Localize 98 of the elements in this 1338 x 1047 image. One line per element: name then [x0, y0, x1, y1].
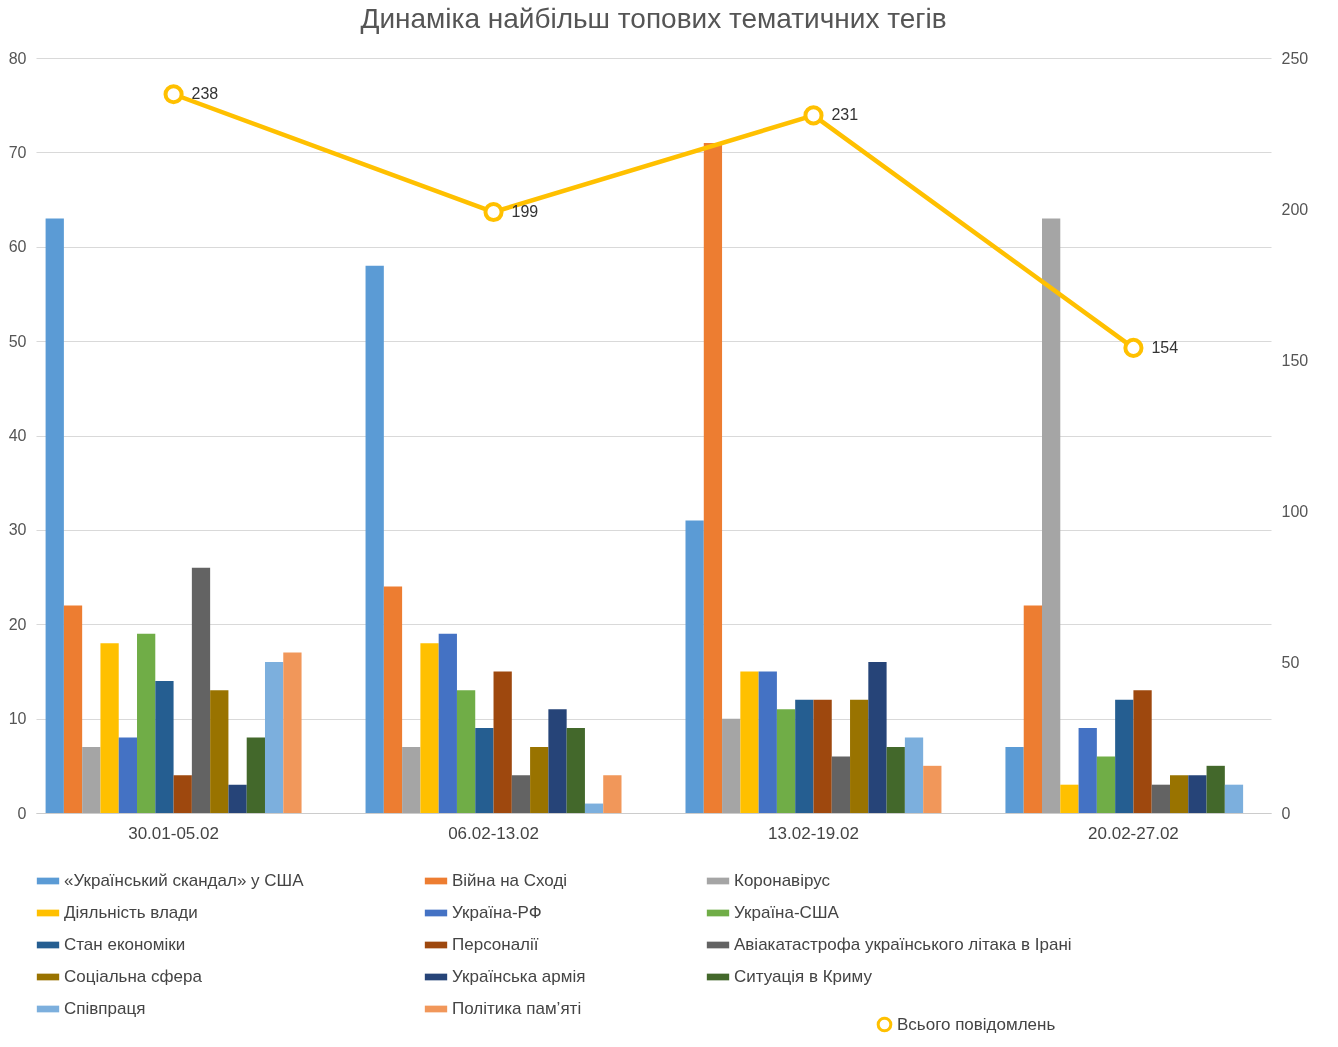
- bar: [283, 652, 302, 813]
- bar: [1096, 756, 1116, 813]
- bar: [456, 690, 476, 813]
- data-label: 199: [511, 203, 539, 221]
- y-tick-label: 60: [8, 238, 27, 256]
- bar: [850, 699, 869, 813]
- bar: [228, 784, 247, 813]
- y2-tick-label: 250: [1281, 49, 1309, 67]
- bar: [740, 671, 759, 813]
- legend-label: Соціальна сфера: [64, 967, 203, 986]
- bar: [566, 728, 585, 813]
- y2-tick-label: 0: [1281, 804, 1291, 822]
- bar: [776, 709, 796, 813]
- y-tick-label: 50: [8, 332, 27, 350]
- point: [483, 201, 504, 223]
- bar: [1042, 218, 1061, 813]
- bar: [264, 662, 284, 813]
- bar: [1224, 784, 1244, 813]
- legend-label: Діяльність влади: [64, 903, 198, 922]
- y-tick-label: 70: [8, 143, 27, 161]
- y2-tick-label: 200: [1281, 200, 1309, 218]
- legend-label: Всього повідомлень: [897, 1014, 1056, 1034]
- bar: [603, 775, 622, 813]
- y-tick-label: 30: [8, 521, 27, 539]
- bar: [584, 803, 604, 813]
- bar: [1151, 784, 1170, 813]
- y-tick-label: 80: [8, 49, 27, 67]
- y2-tick-label: 50: [1281, 653, 1300, 671]
- bar: [383, 586, 403, 813]
- data-label: 154: [1151, 338, 1179, 356]
- bar: [722, 718, 741, 813]
- bar: [1188, 775, 1207, 813]
- bar: [685, 520, 704, 813]
- bar: [758, 671, 777, 813]
- bar: [1133, 690, 1152, 813]
- point: [1123, 337, 1144, 358]
- bar: [137, 633, 156, 813]
- legend-label: Ситуація в Криму: [734, 967, 873, 986]
- bar: [246, 737, 265, 813]
- bar: [1169, 775, 1189, 813]
- bar: [1023, 605, 1043, 813]
- bar: [1060, 784, 1079, 813]
- bar: [886, 746, 905, 813]
- bar: [173, 775, 192, 813]
- bar: [493, 671, 512, 813]
- bar: [813, 699, 832, 813]
- bar: [548, 709, 567, 813]
- bar: [82, 746, 101, 813]
- bar: [438, 633, 457, 813]
- y2-tick-label: 150: [1281, 351, 1309, 369]
- legend-label: Персоналії: [452, 935, 539, 954]
- bar: [365, 265, 384, 813]
- bar: [100, 643, 119, 813]
- x-tick-label: 06.02-13.02: [448, 823, 539, 843]
- bar: [420, 643, 439, 813]
- legend-label: Війна на Сході: [452, 871, 568, 890]
- bar: [402, 746, 421, 813]
- x-tick-label: 20.02-27.02: [1088, 823, 1179, 843]
- bar: [155, 680, 174, 813]
- bar: [868, 662, 887, 813]
- legend-label: Українська армія: [452, 967, 586, 986]
- bar: [1115, 699, 1134, 813]
- bar: [63, 605, 83, 813]
- bar: [1078, 728, 1097, 813]
- bar: [831, 756, 851, 813]
- x-tick-label: 13.02-19.02: [768, 823, 859, 843]
- legend-label: Політика пам’яті: [452, 999, 582, 1018]
- y-tick-label: 0: [17, 804, 27, 822]
- data-label: 238: [191, 85, 219, 103]
- legend-label: Україна-США: [734, 903, 840, 922]
- bar: [703, 142, 723, 813]
- point: [803, 105, 824, 126]
- legend-label: Стан економіки: [64, 935, 186, 954]
- chart-title: Динаміка найбільш топових тематичних тегів: [360, 3, 947, 34]
- bar: [904, 737, 924, 813]
- y-tick-label: 10: [8, 710, 27, 728]
- legend-label: Авіакатастрофа українського літака в Ірані: [734, 935, 1072, 954]
- bar: [511, 775, 531, 813]
- bar: [530, 746, 549, 813]
- x-tick-label: 30.01-05.02: [128, 823, 219, 843]
- legend-label: «Український скандал» у США: [64, 871, 305, 890]
- bar: [191, 567, 211, 813]
- y-tick-label: 20: [8, 615, 27, 633]
- bar: [1005, 746, 1024, 813]
- legend-label: Україна-РФ: [452, 903, 542, 922]
- y2-tick-label: 100: [1281, 502, 1309, 520]
- bar: [1206, 765, 1225, 813]
- bar: [210, 690, 229, 813]
- bar: [795, 699, 814, 813]
- bar: [475, 728, 494, 813]
- bar: [923, 765, 942, 813]
- data-label: 231: [831, 106, 859, 124]
- legend-label: Коронавірус: [734, 871, 831, 890]
- bar: [118, 737, 138, 813]
- legend-label: Співпраця: [64, 999, 146, 1018]
- y-tick-label: 40: [8, 427, 27, 444]
- point: [163, 84, 184, 105]
- bar: [45, 218, 64, 813]
